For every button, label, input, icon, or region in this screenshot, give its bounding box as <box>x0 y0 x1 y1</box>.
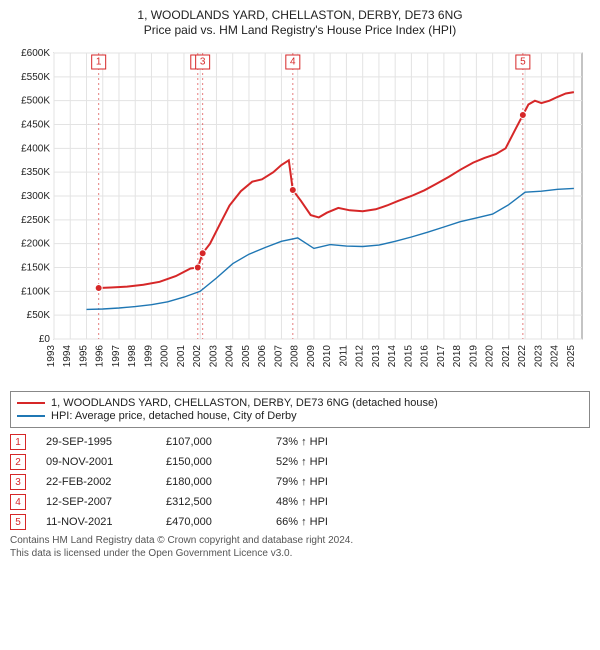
svg-text:1: 1 <box>96 57 102 68</box>
transaction-row-3: 3 22-FEB-2002 £180,000 79% ↑ HPI <box>10 474 590 490</box>
legend-label: HPI: Average price, detached house, City… <box>51 410 297 422</box>
svg-text:1998: 1998 <box>127 345 138 368</box>
svg-text:£100K: £100K <box>21 286 50 297</box>
chart-svg: £0 £50K £100K £150K £200K £250K £300K £350K £400… <box>10 43 590 383</box>
svg-text:1997: 1997 <box>111 345 122 368</box>
svg-text:£400K: £400K <box>21 143 50 154</box>
transaction-marker: 1 <box>10 434 26 450</box>
svg-text:2002: 2002 <box>192 345 203 368</box>
svg-text:2003: 2003 <box>208 345 219 368</box>
transaction-price: £150,000 <box>166 456 256 468</box>
transaction-marker: 4 <box>10 494 26 510</box>
footer-attribution: Contains HM Land Registry data © Crown c… <box>10 534 590 560</box>
svg-text:3: 3 <box>200 57 206 68</box>
svg-text:4: 4 <box>290 57 296 68</box>
svg-text:£600K: £600K <box>21 48 50 59</box>
transaction-price: £107,000 <box>166 436 256 448</box>
svg-text:2001: 2001 <box>176 345 187 368</box>
svg-text:2000: 2000 <box>160 345 171 368</box>
legend-row-1: HPI: Average price, detached house, City… <box>17 410 583 422</box>
price-chart: £0 £50K £100K £150K £200K £250K £300K £350K £400… <box>10 43 590 383</box>
svg-text:5: 5 <box>520 57 526 68</box>
svg-text:2021: 2021 <box>501 345 512 368</box>
svg-text:£200K: £200K <box>21 239 50 250</box>
transaction-hpi: 52% ↑ HPI <box>276 456 386 468</box>
legend-row-0: 1, WOODLANDS YARD, CHELLASTON, DERBY, DE… <box>17 397 583 409</box>
svg-text:£0: £0 <box>39 334 51 345</box>
svg-text:£150K: £150K <box>21 263 50 274</box>
transaction-marker: 3 <box>10 474 26 490</box>
transaction-marker: 5 <box>10 514 26 530</box>
sale-point-2 <box>194 264 201 271</box>
svg-text:2011: 2011 <box>338 345 349 367</box>
transaction-row-2: 2 09-NOV-2001 £150,000 52% ↑ HPI <box>10 454 590 470</box>
transaction-hpi: 73% ↑ HPI <box>276 436 386 448</box>
svg-text:2015: 2015 <box>403 345 414 368</box>
sale-point-5 <box>519 111 526 118</box>
svg-text:2009: 2009 <box>306 345 317 368</box>
transaction-date: 09-NOV-2001 <box>46 456 146 468</box>
svg-text:2019: 2019 <box>468 345 479 368</box>
svg-text:1996: 1996 <box>95 345 106 368</box>
svg-text:2006: 2006 <box>257 345 268 368</box>
svg-text:2016: 2016 <box>420 345 431 368</box>
svg-text:2012: 2012 <box>355 345 366 368</box>
svg-text:2008: 2008 <box>290 345 301 368</box>
svg-text:2010: 2010 <box>322 345 333 368</box>
footer-line-1: Contains HM Land Registry data © Crown c… <box>10 534 590 547</box>
svg-text:£50K: £50K <box>27 310 51 321</box>
transaction-row-4: 4 12-SEP-2007 £312,500 48% ↑ HPI <box>10 494 590 510</box>
transaction-row-5: 5 11-NOV-2021 £470,000 66% ↑ HPI <box>10 514 590 530</box>
svg-text:2013: 2013 <box>371 345 382 368</box>
transaction-hpi: 48% ↑ HPI <box>276 496 386 508</box>
transaction-row-1: 1 29-SEP-1995 £107,000 73% ↑ HPI <box>10 434 590 450</box>
transaction-price: £470,000 <box>166 516 256 528</box>
chart-subtitle: Price paid vs. HM Land Registry's House … <box>10 23 590 37</box>
svg-text:1993: 1993 <box>46 345 57 368</box>
transaction-marker: 2 <box>10 454 26 470</box>
svg-text:2004: 2004 <box>225 345 236 368</box>
transaction-date: 29-SEP-1995 <box>46 436 146 448</box>
legend-label: 1, WOODLANDS YARD, CHELLASTON, DERBY, DE… <box>51 397 438 409</box>
svg-text:2024: 2024 <box>550 345 561 368</box>
svg-text:2018: 2018 <box>452 345 463 368</box>
transaction-price: £180,000 <box>166 476 256 488</box>
transaction-date: 12-SEP-2007 <box>46 496 146 508</box>
svg-text:2022: 2022 <box>517 345 528 368</box>
legend: 1, WOODLANDS YARD, CHELLASTON, DERBY, DE… <box>10 391 590 428</box>
svg-text:£300K: £300K <box>21 191 50 202</box>
svg-text:2014: 2014 <box>387 345 398 368</box>
svg-text:1994: 1994 <box>62 345 73 368</box>
sale-point-1 <box>95 284 102 291</box>
chart-title: 1, WOODLANDS YARD, CHELLASTON, DERBY, DE… <box>10 8 590 22</box>
sale-point-3 <box>199 250 206 257</box>
transaction-hpi: 66% ↑ HPI <box>276 516 386 528</box>
transaction-date: 11-NOV-2021 <box>46 516 146 528</box>
svg-text:1995: 1995 <box>78 345 89 368</box>
svg-text:2023: 2023 <box>533 345 544 368</box>
svg-text:£550K: £550K <box>21 72 50 83</box>
svg-text:£350K: £350K <box>21 167 50 178</box>
legend-swatch <box>17 402 45 404</box>
footer-line-2: This data is licensed under the Open Gov… <box>10 547 590 560</box>
legend-swatch <box>17 415 45 417</box>
svg-text:2017: 2017 <box>436 345 447 368</box>
svg-text:£500K: £500K <box>21 96 50 107</box>
transactions-table: 1 29-SEP-1995 £107,000 73% ↑ HPI 2 09-NOV-200… <box>10 434 590 530</box>
transaction-date: 22-FEB-2002 <box>46 476 146 488</box>
svg-text:2007: 2007 <box>273 345 284 368</box>
sale-point-4 <box>289 187 296 194</box>
svg-text:2005: 2005 <box>241 345 252 368</box>
transaction-price: £312,500 <box>166 496 256 508</box>
svg-text:1999: 1999 <box>143 345 154 368</box>
svg-text:2025: 2025 <box>566 345 577 368</box>
svg-text:£450K: £450K <box>21 120 50 131</box>
svg-text:£250K: £250K <box>21 215 50 226</box>
transaction-hpi: 79% ↑ HPI <box>276 476 386 488</box>
svg-text:2020: 2020 <box>485 345 496 368</box>
